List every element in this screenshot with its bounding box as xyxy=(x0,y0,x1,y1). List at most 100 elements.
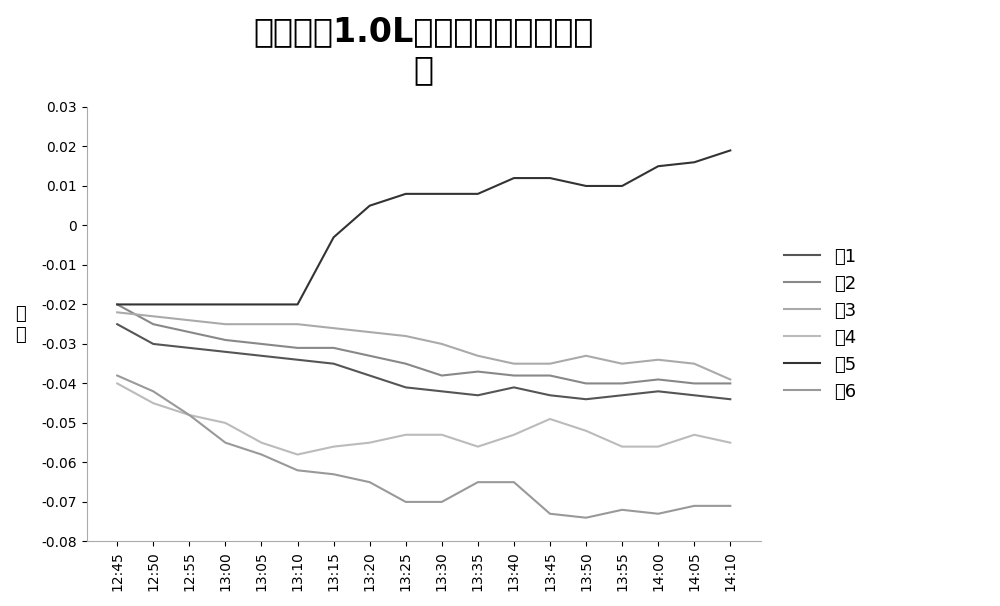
表2 xyxy=(292,344,304,351)
表3 xyxy=(183,316,195,324)
表6 xyxy=(183,411,195,419)
Legend: 表1, 表2, 表3, 表4, 表5, 表6: 表1, 表2, 表3, 表4, 表5, 表6 xyxy=(777,241,864,408)
Y-axis label: 误
差: 误 差 xyxy=(15,305,26,344)
表6 xyxy=(328,471,340,478)
表1 xyxy=(580,396,592,403)
表6 xyxy=(436,498,448,505)
Line: 表5: 表5 xyxy=(117,150,730,304)
表6 xyxy=(616,506,628,513)
表6 xyxy=(400,498,412,505)
表4 xyxy=(688,431,700,438)
表2 xyxy=(183,328,195,336)
表6 xyxy=(292,467,304,474)
表5 xyxy=(544,175,556,182)
表3 xyxy=(111,308,123,316)
表1 xyxy=(328,360,340,367)
表4 xyxy=(652,443,664,450)
表4 xyxy=(183,411,195,419)
表6 xyxy=(724,502,736,510)
表1 xyxy=(436,388,448,395)
表4 xyxy=(219,419,231,427)
表4 xyxy=(616,443,628,450)
表3 xyxy=(580,352,592,359)
表2 xyxy=(580,380,592,387)
表5 xyxy=(472,190,484,198)
表3 xyxy=(652,356,664,364)
表4 xyxy=(544,415,556,422)
表2 xyxy=(724,380,736,387)
表4 xyxy=(364,439,376,446)
表2 xyxy=(219,336,231,344)
表2 xyxy=(364,352,376,359)
表5 xyxy=(292,301,304,308)
表2 xyxy=(544,372,556,379)
表1 xyxy=(219,348,231,356)
表3 xyxy=(255,321,267,328)
表5 xyxy=(724,147,736,154)
表6 xyxy=(147,388,159,395)
表6 xyxy=(472,479,484,486)
表4 xyxy=(147,399,159,407)
表4 xyxy=(255,439,267,446)
表2 xyxy=(508,372,520,379)
表6 xyxy=(364,479,376,486)
表5 xyxy=(111,301,123,308)
Line: 表4: 表4 xyxy=(117,384,730,454)
表5 xyxy=(580,182,592,190)
表2 xyxy=(436,372,448,379)
表1 xyxy=(255,352,267,359)
Line: 表6: 表6 xyxy=(117,376,730,518)
表6 xyxy=(508,479,520,486)
Line: 表1: 表1 xyxy=(117,324,730,399)
表5 xyxy=(219,301,231,308)
表6 xyxy=(544,510,556,518)
Title: 功率因素1.0L下误差随时间变化特
性: 功率因素1.0L下误差随时间变化特 性 xyxy=(254,15,594,86)
表6 xyxy=(219,439,231,446)
表1 xyxy=(183,344,195,351)
表1 xyxy=(544,391,556,399)
表3 xyxy=(472,352,484,359)
Line: 表2: 表2 xyxy=(117,304,730,384)
表2 xyxy=(255,341,267,348)
表2 xyxy=(652,376,664,383)
表4 xyxy=(472,443,484,450)
表6 xyxy=(688,502,700,510)
表6 xyxy=(652,510,664,518)
表5 xyxy=(364,202,376,209)
表2 xyxy=(400,360,412,367)
表5 xyxy=(183,301,195,308)
表3 xyxy=(724,376,736,383)
表5 xyxy=(652,162,664,170)
表3 xyxy=(219,321,231,328)
表3 xyxy=(436,341,448,348)
表2 xyxy=(328,344,340,351)
表4 xyxy=(292,451,304,458)
表2 xyxy=(472,368,484,375)
表1 xyxy=(652,388,664,395)
表4 xyxy=(400,431,412,438)
表5 xyxy=(436,190,448,198)
表1 xyxy=(508,384,520,391)
表3 xyxy=(328,324,340,331)
表1 xyxy=(111,321,123,328)
表6 xyxy=(580,514,592,521)
表5 xyxy=(508,175,520,182)
表4 xyxy=(436,431,448,438)
表1 xyxy=(472,391,484,399)
表3 xyxy=(292,321,304,328)
表1 xyxy=(400,384,412,391)
表4 xyxy=(580,427,592,435)
表5 xyxy=(616,182,628,190)
表4 xyxy=(508,431,520,438)
表2 xyxy=(147,321,159,328)
Line: 表3: 表3 xyxy=(117,312,730,379)
表4 xyxy=(724,439,736,446)
表5 xyxy=(255,301,267,308)
表5 xyxy=(400,190,412,198)
表3 xyxy=(364,328,376,336)
表1 xyxy=(616,391,628,399)
表3 xyxy=(616,360,628,367)
表1 xyxy=(147,341,159,348)
表4 xyxy=(111,380,123,387)
表6 xyxy=(111,372,123,379)
